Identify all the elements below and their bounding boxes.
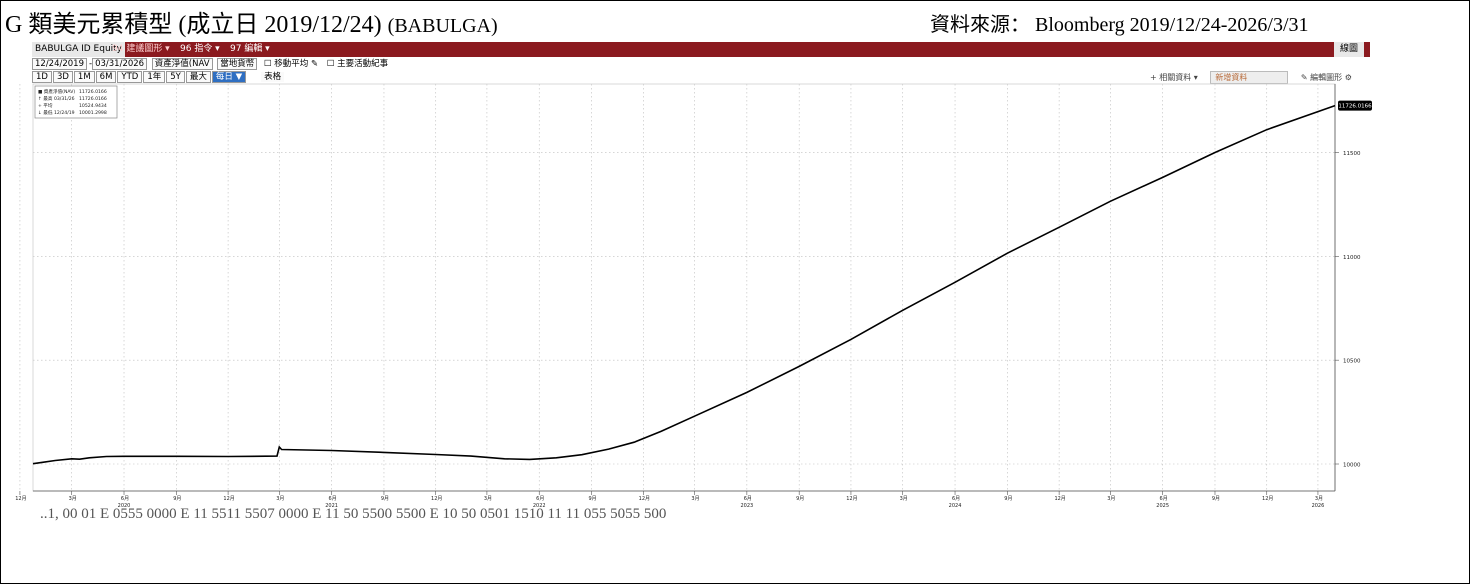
x-month-label: 6月 [536, 496, 544, 502]
x-year-label: 2022 [533, 503, 546, 509]
range-buttons-row: 1D 3D 1M 6M YTD 1年 5Y 最大 每日 ▼ 表格 [32, 71, 285, 83]
range-1y-button[interactable]: 1年 [143, 71, 166, 83]
page-tail-text: ..1, 00 01 E 0555 0000 E 11 5511 5507 00… [40, 506, 666, 522]
x-month-label: 9月 [1004, 496, 1012, 502]
field-select[interactable]: 資產淨值(NAV [151, 58, 213, 70]
legend-label: ■ 資產淨值(NAV) [38, 88, 75, 95]
last-value-label: 11726.0166 [1338, 104, 1372, 110]
chart-axes [19, 83, 1339, 495]
y-axis-labels: 10000 10500 11000 11500 [1343, 151, 1361, 468]
commands-menu[interactable]: 96 指令 ▾ [180, 44, 220, 54]
x-month-label: 9月 [1212, 496, 1220, 502]
x-year-label: 2025 [1156, 503, 1169, 509]
x-month-label: 6月 [121, 496, 129, 502]
x-month-label: 3月 [900, 496, 908, 502]
x-month-label: 9月 [796, 496, 804, 502]
x-year-label: 2026 [1312, 503, 1325, 509]
x-month-label: 3月 [1107, 496, 1115, 502]
x-month-label: 6月 [952, 496, 960, 502]
range-ytd-button[interactable]: YTD [117, 71, 143, 83]
x-month-label: 12月 [223, 496, 234, 502]
date-range-row: 12/24/2019-03/31/2026 資產淨值(NAV 當地貨幣 ☐ 移動… [32, 58, 392, 70]
related-data-button[interactable]: + 相關資料 ▾ [1150, 73, 1198, 82]
x-month-label: 6月 [329, 496, 337, 502]
edit-chart-button[interactable]: ✎ 編輯圖形 ⚙ [1300, 73, 1352, 82]
bloomberg-toolbar: BABULGA ID Equity 94 建議圖形 ▾ 96 指令 ▾ 97 編… [32, 42, 1370, 57]
legend-label: ↓ 最低 12/24/19 [38, 109, 75, 116]
x-month-label: 9月 [381, 496, 389, 502]
chart-legend: ■ 資產淨值(NAV) 11726.0166 ↑ 最高 03/31/26 11726.… [34, 85, 118, 119]
y-tick-label: 11500 [1343, 151, 1361, 157]
x-month-label: 3月 [276, 496, 284, 502]
data-source: 資料來源： Bloomberg 2019/12/24-2026/3/31 [930, 14, 1309, 36]
legend-label: ↑ 最高 03/31/26 [38, 95, 75, 102]
y-tick-label: 10500 [1343, 359, 1361, 365]
security-ticker-field[interactable]: BABULGA ID Equity [32, 42, 126, 57]
x-month-label: 12月 [1262, 496, 1273, 502]
last-value-badge [1338, 100, 1372, 111]
x-year-label: 2020 [118, 503, 131, 509]
y-tick-label: 10000 [1343, 463, 1361, 469]
fund-title: G 類美元累積型 (成立日 2019/12/24) [5, 12, 382, 38]
range-1d-button[interactable]: 1D [32, 71, 52, 83]
x-month-label: 6月 [744, 496, 752, 502]
range-6m-button[interactable]: 6M [95, 71, 117, 83]
events-checkbox[interactable]: ☐ 主要活動紀事 [326, 59, 389, 69]
frequency-select[interactable]: 每日 ▼ [211, 71, 247, 83]
chart-grid [19, 84, 1335, 491]
end-date-field[interactable]: 03/31/2026 [92, 58, 148, 70]
x-month-label: 12月 [431, 496, 442, 502]
x-month-label: 9月 [173, 496, 181, 502]
new-data-input[interactable]: 新增資料 [1210, 71, 1289, 84]
y-tick-label: 11000 [1343, 255, 1361, 261]
range-1m-button[interactable]: 1M [73, 71, 95, 83]
line-chart-button[interactable]: 線圖 [1333, 42, 1364, 57]
legend-box [34, 85, 118, 119]
start-date-field[interactable]: 12/24/2019 [32, 58, 87, 70]
x-year-label: 2021 [325, 503, 338, 509]
legend-value: 10001.2998 [79, 110, 107, 116]
x-month-label: 9月 [588, 496, 596, 502]
table-button[interactable]: 表格 [261, 72, 285, 82]
x-month-label: 3月 [1315, 496, 1323, 502]
x-year-label: 2024 [949, 503, 962, 509]
legend-value: 11726.0166 [79, 96, 107, 102]
page-title: G 類美元累積型 (成立日 2019/12/24) (BABULGA) [5, 4, 498, 39]
x-month-label: 3月 [484, 496, 492, 502]
last-value-marker: 11726.0166 [1338, 100, 1372, 111]
currency-select[interactable]: 當地貨幣 [217, 58, 258, 70]
moving-average-checkbox[interactable]: ☐ 移動平均 ✎ [263, 59, 319, 69]
legend-label: + 平均 [38, 102, 53, 109]
range-5y-button[interactable]: 5Y [166, 71, 185, 83]
edit-menu[interactable]: 97 編輯 ▾ [230, 44, 270, 54]
legend-value: 11726.0166 [79, 89, 107, 95]
legend-value: 10524.9434 [79, 103, 107, 109]
range-3d-button[interactable]: 3D [52, 71, 73, 83]
fund-ticker: (BABULGA) [387, 15, 498, 37]
x-month-label: 3月 [691, 496, 699, 502]
suggested-charts-menu[interactable]: 94 建議圖形 ▾ [112, 44, 170, 54]
x-month-label: 12月 [15, 496, 26, 502]
x-month-label: 12月 [639, 496, 650, 502]
range-max-button[interactable]: 最大 [185, 71, 211, 83]
x-year-label: 2023 [740, 503, 753, 509]
x-month-label: 3月 [69, 496, 77, 502]
x-month-label: 6月 [1160, 496, 1168, 502]
x-axis-labels: 12月 3月 6月 9月 12月 3月 6月 9月 12月 3月 6月 9月 12月 3月 6月 9月 12月 3… [15, 496, 1324, 509]
right-tools: + 相關資料 ▾ 新增資料 ✎ 編輯圖形 ⚙ [1150, 71, 1362, 84]
x-month-label: 12月 [1054, 496, 1065, 502]
x-month-label: 12月 [846, 496, 857, 502]
nav-series-line [32, 104, 1336, 465]
